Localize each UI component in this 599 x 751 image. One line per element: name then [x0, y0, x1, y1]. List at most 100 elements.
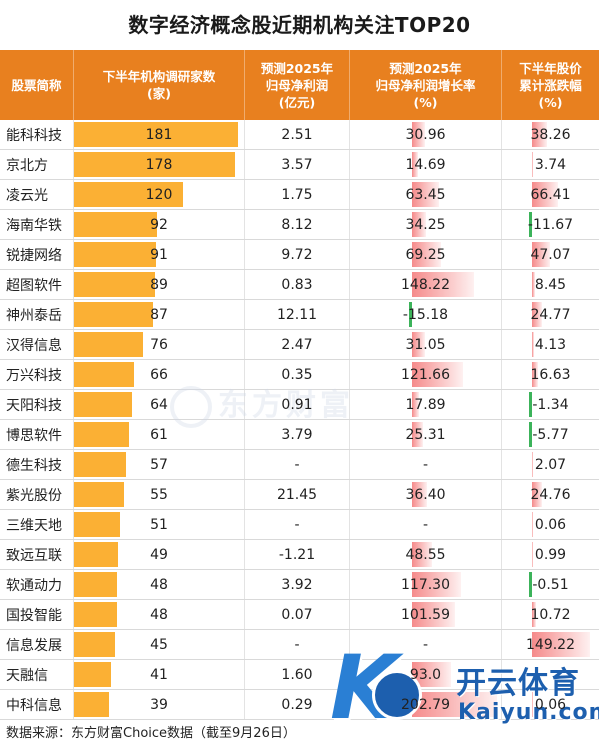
growth-value: 14.69: [405, 156, 446, 173]
growth-bar: [412, 692, 497, 717]
profit-cell: 21.45: [245, 480, 350, 509]
institution-count-bar: [74, 482, 124, 507]
price-change-cell: -0.51: [502, 570, 599, 599]
profit-value: 1.60: [281, 666, 313, 683]
table-row: 凌云光 120 1.75 63.45 66.41: [0, 180, 599, 210]
institution-count-value: 45: [150, 636, 168, 653]
institution-count-value: 39: [150, 696, 168, 713]
stock-name-cell: 德生科技: [0, 450, 74, 479]
growth-bar: [412, 542, 433, 567]
institution-count-value: 41: [150, 666, 168, 683]
source-footnote: 数据来源：东方财富Choice数据（截至9月26日）: [6, 726, 296, 741]
institution-count-bar: [74, 632, 115, 657]
growth-bar: [412, 212, 427, 237]
price-change-value: 8.45: [534, 276, 567, 293]
header-profit: 预测2025年 归母净利润 (亿元): [245, 50, 350, 120]
profit-value: -: [294, 456, 300, 473]
profit-cell: 8.12: [245, 210, 350, 239]
growth-value: 25.31: [405, 426, 446, 443]
price-change-bar: [532, 332, 534, 357]
stock-name: 万兴科技: [6, 367, 62, 384]
stock-name-cell: 万兴科技: [0, 360, 74, 389]
price-change-bar: [532, 242, 551, 267]
profit-value: 3.92: [281, 576, 313, 593]
profit-value: 0.07: [281, 606, 313, 623]
price-change-cell: 4.13: [502, 330, 599, 359]
institution-count-cell: 45: [74, 630, 245, 659]
table-row: 汉得信息 76 2.47 31.05 4.13: [0, 330, 599, 360]
growth-value: -: [422, 516, 429, 533]
profit-value: 0.29: [281, 696, 313, 713]
institution-count-cell: 91: [74, 240, 245, 269]
growth-value: -: [422, 456, 429, 473]
profit-value: 0.91: [281, 396, 313, 413]
header-change-line3: (%): [538, 94, 563, 110]
price-change-value: 0.99: [534, 546, 567, 563]
header-growth-line3: (%): [413, 94, 438, 110]
profit-value: 2.51: [281, 126, 313, 143]
price-change-value: 66.41: [530, 186, 571, 203]
growth-cell: -: [350, 630, 502, 659]
growth-bar: [412, 332, 425, 357]
stock-name-cell: 天阳科技: [0, 390, 74, 419]
price-change-value: 149.22: [526, 636, 575, 653]
price-change-value: 3.74: [534, 156, 567, 173]
institution-count-cell: 66: [74, 360, 245, 389]
brand-logo: K 开云体育 Kaiyun.com: [330, 640, 599, 744]
table-row: 德生科技 57 - - 2.07: [0, 450, 599, 480]
price-change-value: 24.76: [530, 486, 571, 503]
growth-value: 31.05: [405, 336, 446, 353]
institution-count-bar: [74, 602, 118, 627]
profit-value: 3.57: [281, 156, 313, 173]
price-change-cell: 0.06: [502, 690, 599, 719]
table-row: 信息发展 45 - - 149.22: [0, 630, 599, 660]
growth-cell: 25.31: [350, 420, 502, 449]
growth-bar: [412, 392, 420, 417]
price-change-bar: [532, 692, 533, 717]
growth-value: 101.59: [401, 606, 450, 623]
profit-cell: 1.60: [245, 660, 350, 689]
price-change-value: 47.07: [530, 246, 571, 263]
institution-count-bar: [74, 512, 121, 537]
institution-count-cell: 181: [74, 120, 245, 149]
stock-name-cell: 三维天地: [0, 510, 74, 539]
profit-cell: 2.51: [245, 120, 350, 149]
stock-name: 超图软件: [6, 277, 62, 294]
price-change-cell: 47.07: [502, 240, 599, 269]
price-change-bar: [532, 542, 533, 567]
growth-value: 202.79: [401, 696, 450, 713]
growth-cell: 148.22: [350, 270, 502, 299]
institution-count-value: 178: [145, 156, 173, 173]
growth-value: 36.40: [405, 486, 446, 503]
price-change-cell: 24.76: [502, 480, 599, 509]
growth-cell: -: [350, 450, 502, 479]
stock-name: 天阳科技: [6, 397, 62, 414]
profit-value: 8.12: [281, 216, 313, 233]
table-row: 致远互联 49 -1.21 48.55 0.99: [0, 540, 599, 570]
header-profit-line2: 归母净利润: [265, 77, 329, 93]
price-change-bar: [532, 602, 537, 627]
profit-value: 0.83: [281, 276, 313, 293]
institution-count-cell: 41: [74, 660, 245, 689]
stock-name: 国投智能: [6, 607, 62, 624]
growth-cell: 69.25: [350, 240, 502, 269]
price-change-cell: -11.67: [502, 210, 599, 239]
profit-value: 0.35: [281, 366, 313, 383]
growth-cell: 121.66: [350, 360, 502, 389]
profit-cell: 0.07: [245, 600, 350, 629]
institution-count-bar: [74, 572, 118, 597]
stock-name-cell: 超图软件: [0, 270, 74, 299]
institution-count-bar: [74, 692, 110, 717]
stock-name: 紫光股份: [6, 487, 62, 504]
growth-value: -15.18: [402, 306, 449, 323]
growth-value: -: [422, 636, 429, 653]
price-change-bar: [529, 422, 532, 447]
institution-count-cell: 61: [74, 420, 245, 449]
institution-count-bar: [74, 662, 112, 687]
header-growth: 预测2025年 归母净利润增长率 (%): [350, 50, 502, 120]
institution-count-bar: [74, 182, 183, 207]
profit-cell: 3.57: [245, 150, 350, 179]
price-change-bar: [529, 212, 532, 237]
growth-bar: [412, 182, 439, 207]
profit-value: 2.47: [281, 336, 313, 353]
